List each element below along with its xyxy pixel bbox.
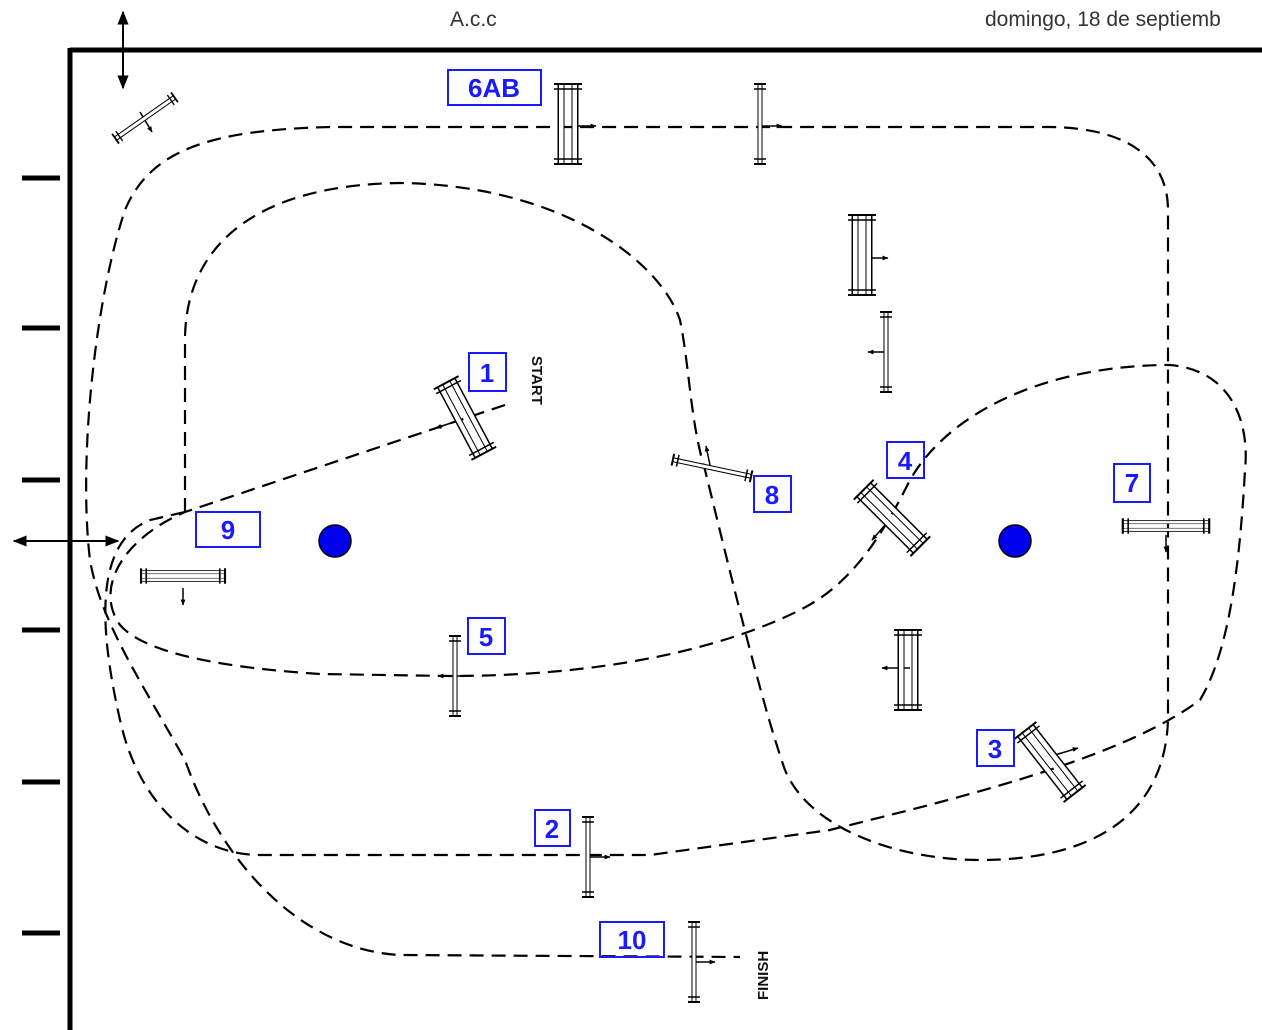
obstacle-number-2: 2: [545, 814, 559, 844]
extra-oxer: [847, 214, 877, 296]
obstacle-number-9: 9: [221, 515, 235, 545]
extra-oxer: [893, 629, 923, 711]
number-box-8: [753, 475, 792, 513]
direction-arrow-icon: [871, 524, 886, 541]
obstacle-number-8: 8: [765, 480, 779, 510]
number-box-9: [195, 511, 261, 548]
number-box-1: [468, 352, 507, 392]
blue-marker: [998, 524, 1032, 558]
obstacle-7-oxer: [1121, 517, 1211, 535]
obstacle-8-vertical: [670, 452, 754, 484]
obstacle-1-oxer: [432, 375, 498, 461]
obstacle-9-oxer: [139, 567, 227, 585]
obstacle-number-4: 4: [898, 446, 913, 476]
direction-arrow-icon: [139, 111, 153, 133]
number-box-7: [1113, 463, 1151, 503]
obstacle-number-1: 1: [480, 358, 494, 388]
obstacle-number-7: 7: [1125, 468, 1139, 498]
direction-arrow-icon: [704, 445, 711, 466]
obstacle-number-3: 3: [988, 734, 1002, 764]
direction-arrow-icon: [1054, 747, 1079, 756]
obstacle-6b-vertical: [753, 83, 767, 165]
obstacle-4-oxer: [852, 478, 932, 558]
route-outer-loop: [85, 125, 1170, 959]
header-left-text: A.c.c: [450, 8, 497, 31]
blue-marker: [318, 524, 352, 558]
number-box-3: [976, 729, 1015, 767]
wall-ticks: [22, 175, 60, 936]
obstacle-6a-oxer: [553, 83, 583, 165]
number-box-10: [599, 921, 665, 958]
corner-vertical: [111, 91, 179, 145]
number-box-4: [886, 441, 925, 479]
start-label: START: [528, 356, 545, 405]
obstacle-number-6ab: 6AB: [468, 73, 520, 103]
number-box-6ab: [447, 69, 542, 106]
number-box-2: [534, 809, 571, 847]
obstacle-number-10: 10: [618, 925, 647, 955]
course-route: [85, 125, 1247, 959]
route-start-loop: [104, 363, 1247, 857]
obstacle-3-oxer: [1013, 720, 1087, 804]
header-date-text: domingo, 18 de septiemb: [985, 8, 1221, 31]
obstacle-number-5: 5: [479, 622, 493, 652]
number-box-5: [467, 617, 506, 655]
finish-label: FINISH: [755, 951, 772, 1000]
